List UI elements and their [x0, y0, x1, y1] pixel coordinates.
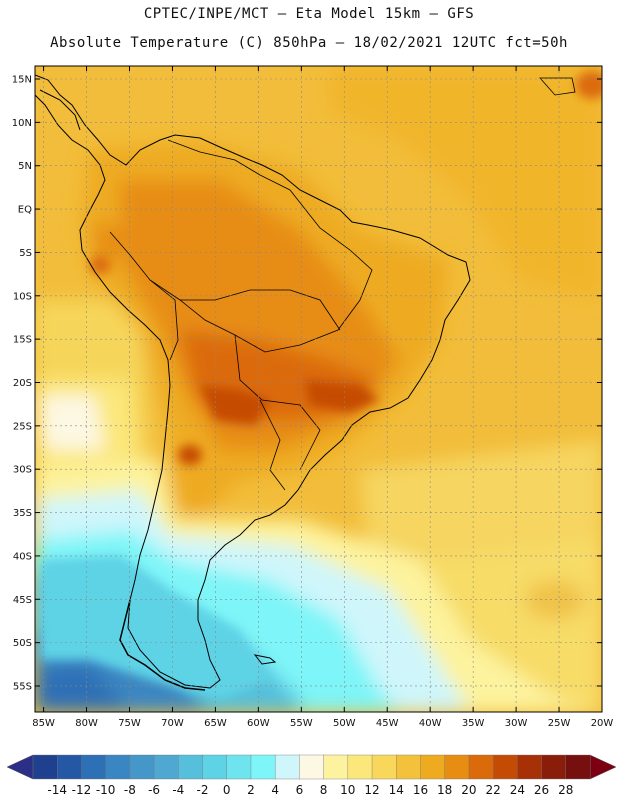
- lat-label: 15N: [12, 75, 32, 86]
- colorbar-swatch: [541, 754, 567, 780]
- colorbar-label: -8: [124, 783, 136, 797]
- colorbar-swatch: [517, 754, 543, 780]
- lon-label: 70W: [161, 718, 184, 729]
- colorbar-label: 20: [461, 783, 476, 797]
- colorbar-swatch: [129, 754, 155, 780]
- colorbar-label: -14: [47, 783, 67, 797]
- colorbar-label: -12: [72, 783, 92, 797]
- colorbar-label: 26: [534, 783, 549, 797]
- colorbar-label: -2: [197, 783, 209, 797]
- lon-label: 45W: [376, 718, 399, 729]
- lon-label: 25W: [548, 718, 571, 729]
- lon-label: 50W: [333, 718, 356, 729]
- colorbar-over-arrow: [589, 754, 617, 780]
- lon-label: 75W: [118, 718, 141, 729]
- colorbar-label: 24: [510, 783, 525, 797]
- colorbar-label: 12: [364, 783, 379, 797]
- colorbar-swatch: [226, 754, 252, 780]
- temperature-field: [35, 66, 602, 712]
- lat-label: 45S: [13, 595, 32, 606]
- colorbar-label: -10: [96, 783, 116, 797]
- colorbar-swatch: [323, 754, 349, 780]
- colorbar-label: 0: [223, 783, 231, 797]
- colorbar-swatch: [468, 754, 494, 780]
- lat-label: 15S: [13, 335, 32, 346]
- colorbar-swatch: [444, 754, 470, 780]
- colorbar-under-arrow: [6, 754, 34, 780]
- colorbar-swatch: [153, 754, 179, 780]
- colorbar-swatch: [396, 754, 421, 780]
- lat-label: 50S: [13, 638, 32, 649]
- colorbar-label: -4: [172, 783, 184, 797]
- colorbar-swatch: [565, 754, 591, 780]
- colorbar-label: -6: [148, 783, 160, 797]
- colorbar-swatch: [202, 754, 228, 780]
- coastline-overlay: [35, 74, 576, 691]
- lon-label: 65W: [204, 718, 227, 729]
- colorbar-label: 18: [437, 783, 452, 797]
- colorbar-label: 10: [340, 783, 355, 797]
- colorbar-swatch: [420, 754, 446, 780]
- colorbar-swatch: [492, 754, 518, 780]
- latitude-labels: 15N 10N 5N EQ 5S 10S 15S 20S 25S 30S 35S 40S 45S 50S 5…: [12, 75, 32, 693]
- colorbar-swatch: [178, 754, 204, 780]
- lon-label: 85W: [32, 718, 55, 729]
- colorbar-swatch: [274, 754, 300, 780]
- colorbar-label: 2: [247, 783, 255, 797]
- colorbar: -14 -12 -10 -8 -6 -4 -2 0 2 4 6 8 10 12 14 16 18 20 22 24 26…: [6, 754, 617, 797]
- colorbar-swatch: [57, 754, 82, 780]
- lon-label: 20W: [591, 718, 614, 729]
- lat-label: 20S: [13, 378, 32, 389]
- colorbar-swatch: [250, 754, 276, 780]
- colorbar-swatch: [371, 754, 397, 780]
- colorbar-swatch: [299, 754, 325, 780]
- title-line-2: Absolute Temperature (C) 850hPa – 18/02/…: [50, 35, 568, 51]
- lon-label: 80W: [75, 718, 98, 729]
- title-line-1: CPTEC/INPE/MCT – Eta Model 15km – GFS: [143, 6, 475, 22]
- lat-label: 35S: [13, 508, 32, 519]
- colorbar-label: 14: [389, 783, 404, 797]
- colorbar-swatch: [105, 754, 131, 780]
- lon-label: 30W: [505, 718, 528, 729]
- lat-label: 10S: [13, 291, 32, 302]
- lon-label: 40W: [419, 718, 442, 729]
- lon-label: 35W: [462, 718, 485, 729]
- lat-label: 5N: [18, 161, 32, 172]
- longitude-labels: 85W 80W 75W 70W 65W 60W 55W 50W 45W 40W 35W 30W 25W 2…: [32, 718, 613, 729]
- colorbar-label: 6: [296, 783, 304, 797]
- lat-label: 10N: [12, 118, 32, 129]
- map-frame: [34, 65, 603, 713]
- lon-label: 55W: [290, 718, 313, 729]
- lat-label: 55S: [13, 681, 32, 692]
- lon-label: 60W: [247, 718, 270, 729]
- lat-label: 30S: [13, 465, 32, 476]
- colorbar-label: 16: [413, 783, 428, 797]
- lat-label: EQ: [18, 205, 32, 216]
- colorbar-swatch: [32, 754, 58, 780]
- lat-label: 5S: [19, 248, 32, 259]
- lat-label: 25S: [13, 421, 32, 432]
- colorbar-label: 4: [271, 783, 279, 797]
- colorbar-swatch: [81, 754, 107, 780]
- colorbar-label: 28: [558, 783, 573, 797]
- axis-ticks: [35, 66, 603, 712]
- colorbar-label: 8: [320, 783, 328, 797]
- colorbar-swatch: [347, 754, 373, 780]
- lat-label: 40S: [13, 551, 32, 562]
- colorbar-label: 22: [485, 783, 500, 797]
